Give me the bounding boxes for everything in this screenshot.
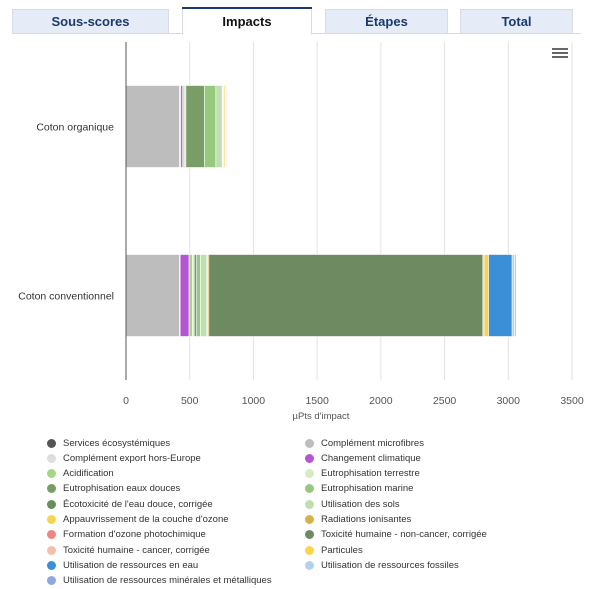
- x-axis-title: µPts d'impact: [293, 411, 350, 422]
- legend-label: Utilisation des sols: [321, 498, 400, 510]
- legend-color-dot-icon: [47, 560, 56, 570]
- legend-label: Formation d'ozone photochimique: [63, 529, 206, 541]
- x-tick-label: 1000: [242, 395, 266, 407]
- bar-segment: [488, 254, 513, 337]
- legend-label: Eutrophisation terrestre: [321, 468, 420, 480]
- legend-item[interactable]: Appauvrissement de la couche d'ozone: [47, 513, 229, 527]
- tab-etapes[interactable]: Étapes: [325, 9, 448, 34]
- legend-item[interactable]: Eutrophisation marine: [305, 482, 413, 496]
- tab-total[interactable]: Total: [460, 9, 573, 34]
- legend-color-dot-icon: [305, 438, 314, 448]
- bar-segment: [193, 254, 198, 337]
- bar-segment: [208, 254, 484, 337]
- legend-label: Changement climatique: [321, 452, 421, 464]
- legend-label: Particules: [321, 544, 363, 556]
- x-tick-label: 500: [181, 395, 199, 407]
- legend-color-dot-icon: [47, 469, 56, 479]
- legend-label: Radiations ionisantes: [321, 514, 412, 525]
- legend-color-dot-icon: [47, 576, 56, 586]
- legend-label: Services écosystémiques: [63, 437, 171, 449]
- legend-color-dot-icon: [47, 499, 56, 509]
- legend-color-dot-icon: [305, 453, 314, 463]
- hamburger-menu-icon[interactable]: [552, 48, 568, 62]
- legend-label: Toxicité humaine - cancer, corrigée: [63, 544, 210, 556]
- bar-segment: [204, 85, 217, 168]
- legend-color-dot-icon: [305, 545, 314, 555]
- legend-item[interactable]: Écotoxicité de l'eau douce, corrigée: [47, 497, 213, 511]
- bar-segment: [179, 254, 190, 337]
- legend-item[interactable]: Changement climatique: [305, 451, 421, 465]
- legend-color-dot-icon: [305, 484, 314, 494]
- bar-segment: [188, 254, 193, 337]
- legend-item[interactable]: Particules: [305, 543, 363, 557]
- bar-segment: [125, 254, 180, 337]
- legend-color-dot-icon: [305, 469, 314, 479]
- stacked-bar-chart: 0 500 1000 1500 2000 2500 3000 3500 µPts d'impac…: [18, 42, 584, 422]
- legend-item[interactable]: Radiations ionisantes: [305, 513, 411, 527]
- legend-item[interactable]: Complément microfibres: [305, 436, 424, 450]
- legend-item[interactable]: Utilisation de ressources minérales et m…: [47, 574, 272, 588]
- legend-item[interactable]: Eutrophisation terrestre: [305, 467, 420, 481]
- legend-label: Utilisation de ressources en eau: [63, 559, 199, 571]
- legend-color-dot-icon: [305, 530, 314, 540]
- legend-item[interactable]: Toxicité humaine - cancer, corrigée: [47, 543, 210, 557]
- x-tick-label: 3000: [497, 395, 521, 407]
- legend-item[interactable]: Acidification: [47, 467, 114, 481]
- legend-color-dot-icon: [305, 560, 314, 570]
- legend-item[interactable]: Complément export hors-Europe: [47, 451, 201, 465]
- legend-item[interactable]: Eutrophisation eaux douces: [47, 482, 180, 496]
- legend-item[interactable]: Toxicité humaine - non-cancer, corrigée: [305, 528, 487, 542]
- legend-label: Complément microfibres: [321, 437, 424, 449]
- bar-segment: [200, 254, 208, 337]
- x-tick-label: 3500: [560, 395, 584, 407]
- legend-label: Toxicité humaine - non-cancer, corrigée: [321, 529, 487, 541]
- legend-label: Utilisation de ressources minérales et m…: [63, 575, 272, 587]
- legend-item[interactable]: Utilisation de ressources en eau: [47, 558, 198, 572]
- bar-segment: [511, 254, 515, 337]
- legend-item[interactable]: Formation d'ozone photochimique: [47, 528, 206, 542]
- bar-segment: [215, 85, 223, 168]
- bar-segment: [514, 254, 517, 337]
- tab-impacts[interactable]: Impacts: [182, 7, 312, 35]
- legend-color-dot-icon: [47, 515, 56, 524]
- bar-segment: [196, 254, 201, 337]
- legend-color-dot-icon: [47, 453, 56, 463]
- legend-color-dot-icon: [305, 499, 314, 509]
- legend-color-dot-icon: [305, 515, 314, 524]
- legend-label: Eutrophisation eaux douces: [63, 483, 181, 495]
- legend-item[interactable]: Utilisation de ressources fossiles: [305, 558, 459, 572]
- y-category-label: Coton organique: [36, 122, 114, 134]
- legend-color-dot-icon: [47, 484, 56, 494]
- legend-label: Eutrophisation marine: [321, 483, 414, 495]
- x-tick-label: 1500: [305, 395, 329, 407]
- legend-label: Utilisation de ressources fossiles: [321, 559, 459, 571]
- legend-label: Appauvrissement de la couche d'ozone: [63, 514, 229, 525]
- legend-item[interactable]: Utilisation des sols: [305, 497, 400, 511]
- bar-segment: [185, 85, 205, 168]
- tab-sous-scores[interactable]: Sous-scores: [12, 9, 169, 34]
- bar-segment: [225, 85, 227, 168]
- legend-item[interactable]: Services écosystémiques: [47, 436, 170, 450]
- bar-segment: [483, 254, 489, 337]
- legend-label: Écotoxicité de l'eau douce, corrigée: [63, 498, 213, 510]
- bar-segment: [125, 85, 180, 168]
- legend-color-dot-icon: [47, 545, 56, 555]
- x-tick-label: 0: [123, 395, 129, 407]
- y-category-label: Coton conventionnel: [18, 291, 114, 303]
- legend-color-dot-icon: [47, 438, 56, 448]
- tab-bar: Sous-scores Impacts Étapes Total: [0, 0, 594, 36]
- legend-color-dot-icon: [47, 530, 56, 540]
- legend-label: Complément export hors-Europe: [63, 452, 201, 464]
- legend-label: Acidification: [63, 468, 114, 480]
- x-tick-label: 2000: [369, 395, 393, 407]
- x-tick-label: 2500: [433, 395, 457, 407]
